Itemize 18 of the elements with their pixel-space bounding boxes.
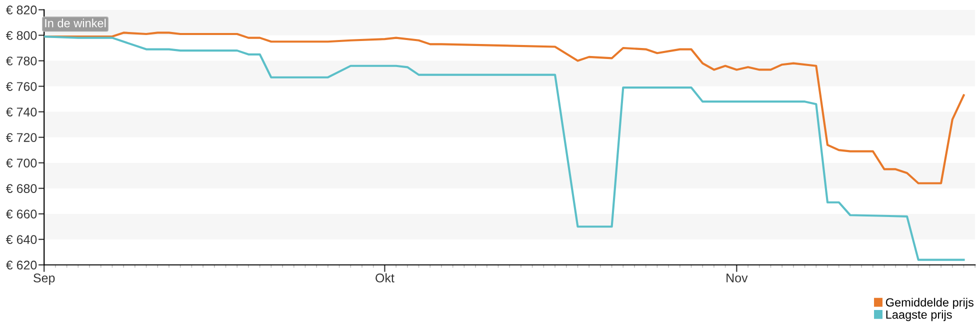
y-tick-label: € 760	[6, 82, 37, 91]
legend-label: Laagste prijs	[886, 310, 952, 322]
y-tick-label: € 740	[6, 108, 37, 116]
x-tick-label: Sep	[34, 274, 55, 285]
x-tick-label: Okt	[376, 273, 394, 282]
y-tick-label: € 660	[6, 210, 37, 218]
y-tick-label: € 780	[6, 56, 37, 66]
y-tick-label: € 700	[6, 158, 37, 168]
y-tick-label: € 800	[6, 31, 37, 40]
y-tick-label: € 720	[6, 133, 37, 142]
y-tick-label: € 640	[6, 235, 37, 244]
x-tick-label: Nov	[726, 274, 748, 282]
y-tick-label: € 820	[6, 6, 37, 14]
annotation: In de winkel	[45, 18, 106, 28]
y-tick-label: € 620	[6, 260, 37, 270]
line-series	[44, 35, 965, 261]
legend-label: Gemiddelde prijs	[886, 298, 974, 309]
y-tick-label: € 680	[6, 184, 37, 193]
